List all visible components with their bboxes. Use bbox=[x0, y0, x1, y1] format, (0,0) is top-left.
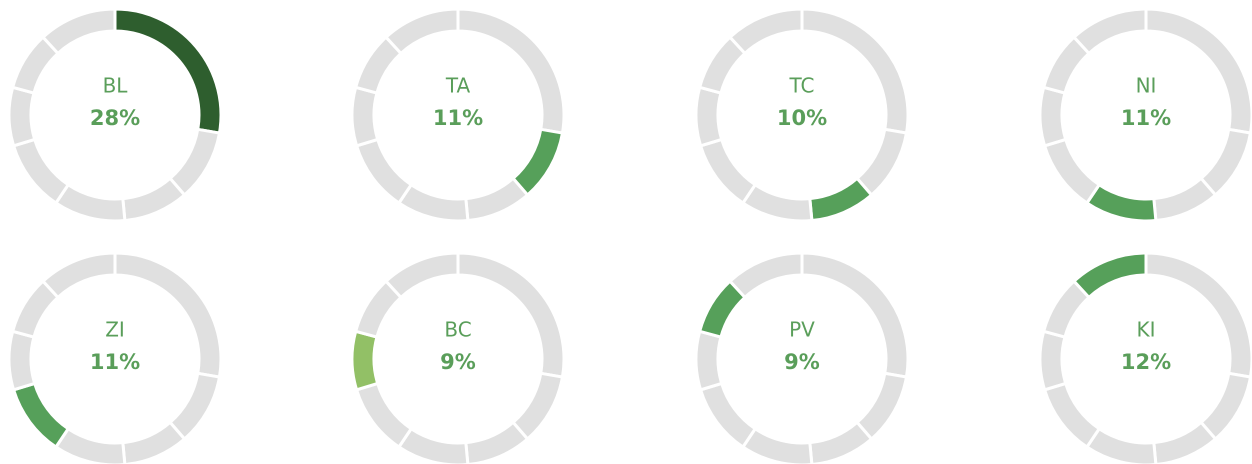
value-label: 10% bbox=[777, 106, 827, 130]
donut-segment bbox=[7, 329, 37, 392]
donut: ZI 11% bbox=[7, 251, 223, 464]
category-label: KI bbox=[1136, 318, 1155, 342]
donut-segment bbox=[383, 7, 460, 56]
value-label: 9% bbox=[784, 350, 820, 374]
donut-segment bbox=[464, 176, 530, 223]
donut-segment bbox=[11, 381, 71, 450]
value-label: 11% bbox=[90, 350, 140, 374]
donut-segment bbox=[1152, 420, 1218, 464]
donut: NI 11% bbox=[1038, 7, 1252, 223]
value-label: 28% bbox=[90, 106, 140, 130]
donut-segment bbox=[1038, 85, 1068, 148]
donut-segment bbox=[40, 7, 117, 56]
donut-segment bbox=[727, 7, 804, 56]
donut: BC 9% bbox=[350, 251, 566, 464]
donut-segment bbox=[121, 420, 187, 464]
donut-segment bbox=[694, 85, 724, 148]
donut-segment bbox=[1071, 7, 1148, 56]
donut: TC 10% bbox=[694, 7, 910, 223]
donut: KI 12% bbox=[1038, 251, 1252, 464]
donut: PV 9% bbox=[694, 251, 910, 464]
category-label: TC bbox=[788, 74, 814, 98]
donut-segment bbox=[698, 381, 758, 450]
value-label: 9% bbox=[440, 350, 476, 374]
donut-segment bbox=[1071, 251, 1148, 300]
donut-segment bbox=[40, 251, 117, 300]
category-label: ZI bbox=[105, 318, 125, 342]
category-label: BC bbox=[444, 318, 471, 342]
donut-segment bbox=[464, 420, 530, 464]
donut: TA 11% bbox=[350, 7, 566, 223]
category-label: PV bbox=[789, 318, 815, 342]
donut-segment bbox=[808, 176, 874, 223]
donut-segment bbox=[1152, 176, 1218, 223]
donut-segment bbox=[698, 137, 758, 206]
donut-segment bbox=[694, 329, 724, 392]
donut-segment bbox=[1042, 381, 1102, 450]
value-label: 11% bbox=[1121, 106, 1171, 130]
donut: BL 28% bbox=[7, 7, 223, 223]
category-label: NI bbox=[1136, 74, 1157, 98]
donut-segment bbox=[727, 251, 804, 300]
donut-segment bbox=[350, 329, 380, 392]
donut-segment bbox=[11, 137, 71, 206]
donut-segment bbox=[350, 85, 380, 148]
donut-segment bbox=[383, 251, 460, 300]
donut-segment bbox=[808, 420, 874, 464]
donut-segment bbox=[354, 137, 414, 206]
value-label: 12% bbox=[1121, 350, 1171, 374]
donut-segment bbox=[7, 85, 37, 148]
donut-segment bbox=[121, 176, 187, 223]
category-label: BL bbox=[103, 74, 129, 98]
donut-segment bbox=[1038, 329, 1068, 392]
donut-segment bbox=[354, 381, 414, 450]
category-label: TA bbox=[445, 74, 471, 98]
donut-segment bbox=[1042, 137, 1102, 206]
value-label: 11% bbox=[433, 106, 483, 130]
